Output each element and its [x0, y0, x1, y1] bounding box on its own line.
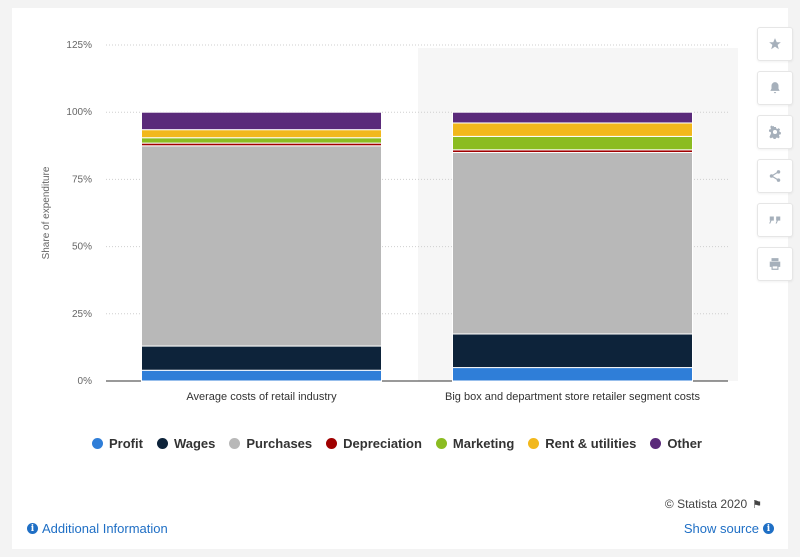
bar-segment-purchases[interactable]: [141, 145, 382, 347]
legend-label: Purchases: [246, 436, 313, 451]
quote-icon: [769, 216, 781, 224]
legend-label: Rent & utilities: [545, 436, 637, 451]
bar-segment-profit[interactable]: [141, 369, 382, 382]
legend-item-marketing[interactable]: Marketing: [435, 436, 515, 451]
cite-button[interactable]: [757, 203, 793, 237]
legend-label: Depreciation: [343, 436, 422, 451]
y-tick-label: 100%: [66, 107, 92, 118]
show-source-link[interactable]: Show source i: [684, 521, 774, 536]
bar-segment-marketing[interactable]: [141, 137, 382, 144]
legend-label: Wages: [173, 436, 216, 451]
y-axis-label: Share of expenditure: [41, 166, 52, 259]
bar-segment-other[interactable]: [452, 111, 693, 124]
bar-segment-other[interactable]: [141, 111, 382, 131]
star-icon: [769, 38, 781, 50]
legend-label: Other: [667, 436, 702, 451]
legend-item-purchases[interactable]: Purchases: [229, 436, 312, 451]
chart-toolbar: [757, 27, 793, 291]
legend-item-profit[interactable]: Profit: [92, 436, 143, 451]
settings-button[interactable]: [757, 115, 793, 149]
y-tick-label: 125%: [66, 40, 92, 51]
bar-segment-wages[interactable]: [141, 345, 382, 371]
legend-marker: [650, 438, 662, 449]
y-tick-label: 75%: [72, 174, 92, 185]
statista-credit[interactable]: © Statista 2020 ⚑: [665, 497, 762, 511]
legend-label: Marketing: [452, 436, 515, 451]
legend-marker: [435, 438, 447, 449]
show-source-label: Show source: [683, 521, 759, 536]
legend-item-depreciation[interactable]: Depreciation: [326, 436, 422, 451]
bar-segment-purchases[interactable]: [452, 152, 693, 335]
bar-segment-wages[interactable]: [452, 333, 693, 369]
bell-icon: [770, 82, 780, 94]
x-category-label: Average costs of retail industry: [186, 391, 337, 403]
bar-segment-profit[interactable]: [452, 367, 693, 382]
flag-icon: ⚑: [752, 498, 762, 511]
y-tick-label: 0%: [78, 376, 93, 387]
y-tick-label: 25%: [72, 309, 92, 320]
chart-legend: Profit Wages Purchases Depreciation Marketin…: [92, 436, 716, 451]
bar-segment-rent-utilities[interactable]: [452, 122, 693, 137]
legend-marker: [92, 438, 103, 449]
credit-text: © Statista 2020: [664, 497, 748, 511]
legend-item-wages[interactable]: Wages: [156, 436, 216, 451]
share-icon: [769, 170, 781, 182]
bar-segment-rent-utilities[interactable]: [141, 129, 382, 139]
legend-item-other[interactable]: Other: [650, 436, 702, 451]
favorite-button[interactable]: [757, 27, 793, 61]
chart-card: 0% 25% 50% 75% 100% 125% Average costs of reta…: [12, 8, 793, 549]
legend-label: Profit: [109, 436, 143, 451]
stacked-bar-chart: 0% 25% 50% 75% 100% 125% Average costs of reta…: [41, 40, 738, 403]
legend-marker: [326, 438, 338, 449]
legend-marker: [156, 438, 168, 449]
x-category-label: Big box and department store retailer se…: [445, 391, 700, 403]
legend-marker: [528, 438, 540, 449]
info-icon: i: [27, 523, 38, 534]
notification-button[interactable]: [757, 71, 793, 105]
print-button[interactable]: [757, 247, 793, 281]
bar-segment-marketing[interactable]: [452, 135, 693, 151]
legend-marker: [229, 438, 241, 449]
additional-information-label: Additional Information: [42, 521, 168, 536]
y-tick-label: 50%: [72, 242, 92, 253]
info-icon: i: [763, 523, 774, 534]
gear-icon: [768, 125, 781, 139]
share-button[interactable]: [757, 159, 793, 193]
legend-item-rent-utilities[interactable]: Rent & utilities: [528, 436, 636, 451]
print-icon: [769, 258, 781, 270]
additional-information-link[interactable]: i Additional Information: [27, 521, 168, 536]
